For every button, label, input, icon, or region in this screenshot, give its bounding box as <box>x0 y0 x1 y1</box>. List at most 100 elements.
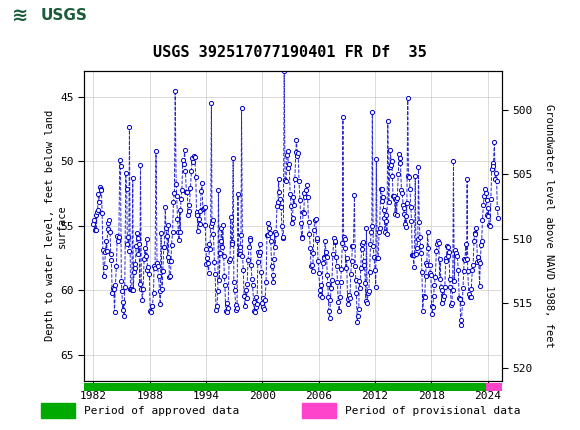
Point <box>309 227 318 234</box>
Point <box>385 163 394 170</box>
Point <box>187 168 196 175</box>
Point <box>309 250 318 257</box>
Point <box>485 223 495 230</box>
Point <box>293 152 302 159</box>
Point <box>280 68 289 74</box>
Point <box>462 175 472 182</box>
Point <box>362 225 371 232</box>
Point <box>262 279 271 286</box>
Point <box>124 233 133 240</box>
Point <box>387 161 396 168</box>
Point <box>417 269 426 276</box>
Point <box>323 281 332 288</box>
Point <box>387 157 397 164</box>
Point <box>235 251 244 258</box>
Point <box>476 242 485 249</box>
Point <box>341 265 350 272</box>
Point <box>159 243 168 250</box>
Point <box>486 195 495 202</box>
Point <box>451 251 460 258</box>
Text: Period of approved data: Period of approved data <box>84 405 240 416</box>
Point <box>423 228 432 235</box>
Point <box>201 245 211 252</box>
Point <box>173 216 182 223</box>
Point <box>187 155 197 162</box>
Point <box>134 251 143 258</box>
Point <box>151 147 161 154</box>
Point <box>365 269 374 276</box>
Point <box>306 262 316 269</box>
Point <box>90 226 100 233</box>
Point <box>208 217 218 224</box>
Point <box>303 194 312 200</box>
Point <box>202 261 211 268</box>
Point <box>338 114 347 121</box>
Point <box>185 202 194 209</box>
Point <box>153 263 162 270</box>
Point <box>484 221 494 228</box>
Point <box>96 185 105 192</box>
Point <box>97 187 106 194</box>
Point <box>447 301 456 308</box>
Point <box>157 285 166 292</box>
Point <box>344 301 353 307</box>
Point <box>284 164 293 171</box>
Point <box>382 231 392 238</box>
Point <box>121 170 130 177</box>
Point <box>356 284 365 291</box>
Text: USGS 392517077190401 FR Df  35: USGS 392517077190401 FR Df 35 <box>153 45 427 60</box>
Point <box>307 261 317 268</box>
Point <box>126 286 136 292</box>
Point <box>397 187 406 194</box>
Point <box>377 185 386 192</box>
Point <box>217 225 226 232</box>
Point <box>422 262 432 269</box>
Point <box>165 274 174 281</box>
Point <box>263 231 273 238</box>
Point <box>90 216 99 223</box>
Point <box>240 292 249 299</box>
Point <box>444 252 453 259</box>
Point <box>345 295 354 302</box>
Point <box>480 193 489 200</box>
Point <box>246 262 256 269</box>
Point <box>123 240 132 247</box>
Point <box>333 278 342 285</box>
Point <box>282 152 292 159</box>
Point <box>446 284 455 291</box>
Point <box>390 211 400 218</box>
Point <box>298 209 307 215</box>
Y-axis label: Depth to water level, feet below land
surface: Depth to water level, feet below land su… <box>45 110 67 341</box>
Point <box>383 118 393 125</box>
Point <box>351 276 360 283</box>
Point <box>412 244 422 251</box>
Point <box>155 301 165 307</box>
Point <box>190 154 200 161</box>
Point <box>302 182 311 189</box>
Point <box>350 262 360 269</box>
Point <box>276 196 285 203</box>
Point <box>345 292 354 299</box>
Point <box>425 261 434 268</box>
Point <box>371 267 380 273</box>
Point <box>293 150 303 157</box>
Point <box>292 137 301 144</box>
Point <box>189 153 198 160</box>
Point <box>413 236 422 243</box>
Point <box>381 217 390 224</box>
Point <box>400 220 409 227</box>
Point <box>223 300 232 307</box>
Point <box>191 174 201 181</box>
Point <box>480 186 490 193</box>
Point <box>122 185 131 192</box>
Point <box>466 294 475 301</box>
Point <box>153 259 162 266</box>
Point <box>396 160 405 167</box>
Point <box>251 309 260 316</box>
Point <box>209 231 218 238</box>
Point <box>101 249 110 256</box>
Point <box>233 305 242 312</box>
Point <box>116 163 125 170</box>
Point <box>195 221 204 227</box>
Point <box>240 303 249 310</box>
